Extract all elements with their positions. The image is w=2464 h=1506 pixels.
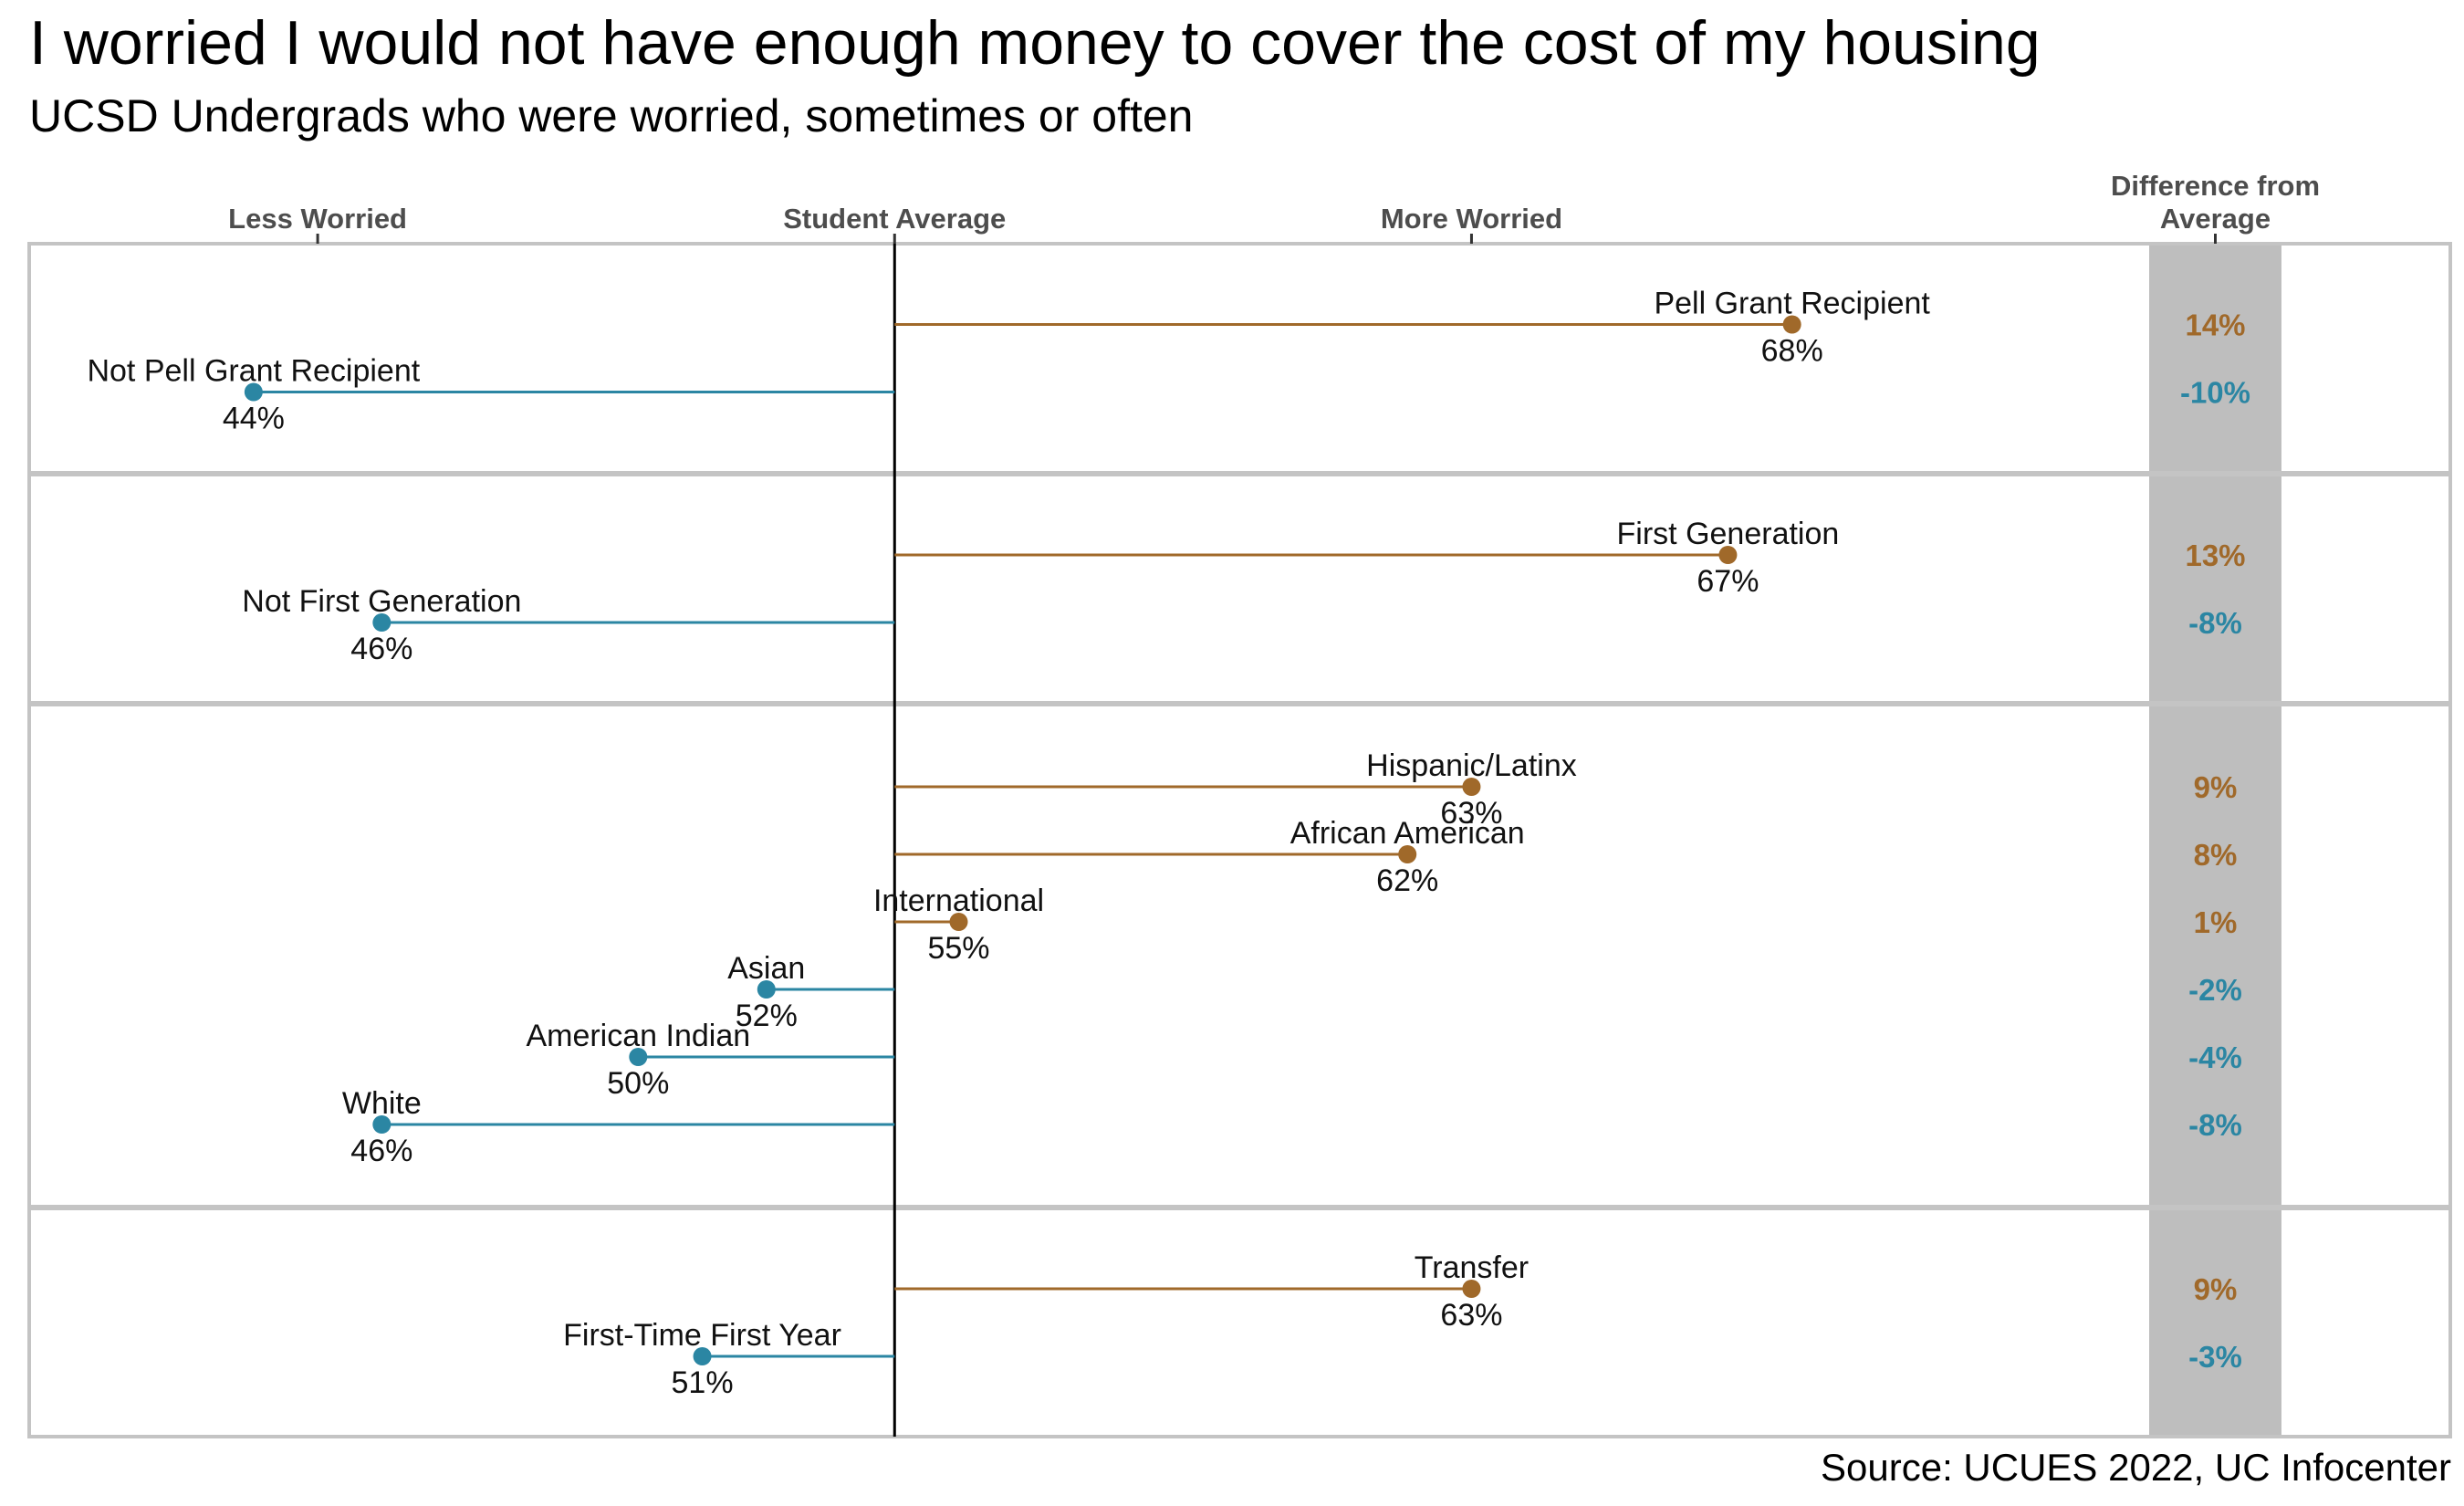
difference-label: -8% bbox=[2188, 1108, 2242, 1142]
lollipop-point bbox=[949, 913, 968, 931]
lollipop-point bbox=[1782, 315, 1801, 334]
lollipop-point bbox=[244, 382, 263, 402]
value-label: 62% bbox=[1376, 863, 1438, 898]
lollipop-point bbox=[1398, 845, 1417, 863]
value-label: 51% bbox=[672, 1365, 734, 1400]
value-label: 46% bbox=[350, 1134, 412, 1168]
panel-3-frame bbox=[27, 703, 2452, 1208]
category-label: American Indian bbox=[526, 1019, 750, 1053]
value-label: 44% bbox=[223, 402, 285, 436]
lollipop-point bbox=[693, 1347, 712, 1365]
value-label: 67% bbox=[1697, 564, 1759, 599]
lollipop-point bbox=[757, 980, 776, 999]
value-label: 63% bbox=[1440, 1298, 1502, 1333]
difference-label: -2% bbox=[2188, 973, 2242, 1007]
category-label: White bbox=[342, 1086, 422, 1121]
axis-tick-label: Student Average bbox=[783, 203, 1006, 235]
chart-title: I worried I would not have enough money … bbox=[29, 8, 2041, 78]
category-label: Hispanic/Latinx bbox=[1366, 748, 1577, 783]
lollipop-point bbox=[1718, 546, 1738, 564]
lollipop-point bbox=[1462, 778, 1481, 796]
category-label: Not Pell Grant Recipient bbox=[87, 354, 420, 389]
category-label: Not First Generation bbox=[242, 584, 521, 619]
lollipop-point bbox=[372, 1115, 392, 1134]
value-label: 55% bbox=[927, 931, 989, 966]
difference-label: 13% bbox=[2185, 539, 2245, 572]
category-label: International bbox=[873, 884, 1044, 918]
category-label: First Generation bbox=[1617, 517, 1840, 551]
category-label: Pell Grant Recipient bbox=[1654, 287, 1930, 321]
difference-label: 9% bbox=[2194, 1272, 2238, 1306]
difference-label: -8% bbox=[2188, 606, 2242, 640]
value-label: 52% bbox=[736, 999, 798, 1033]
value-label: 50% bbox=[607, 1066, 669, 1101]
difference-label: 14% bbox=[2185, 309, 2245, 342]
panel-4-frame bbox=[27, 1207, 2452, 1438]
difference-header-line1: Difference from bbox=[2111, 170, 2320, 202]
category-label: Transfer bbox=[1415, 1250, 1529, 1285]
lollipop-point bbox=[372, 613, 392, 632]
source-note: Source: UCUES 2022, UC Infocenter bbox=[1821, 1446, 2451, 1489]
lollipop-point bbox=[1462, 1280, 1481, 1298]
value-label: 46% bbox=[350, 632, 412, 666]
category-label: African American bbox=[1290, 816, 1525, 851]
difference-header-line2: Average bbox=[2160, 203, 2271, 235]
category-label: First-Time First Year bbox=[563, 1318, 841, 1353]
difference-label: -3% bbox=[2188, 1340, 2242, 1374]
value-label: 68% bbox=[1761, 334, 1823, 369]
difference-label: 1% bbox=[2194, 905, 2238, 939]
difference-label: -10% bbox=[2180, 376, 2250, 410]
difference-label: -4% bbox=[2188, 1041, 2242, 1074]
axis-tick-label: More Worried bbox=[1381, 203, 1562, 235]
difference-label: 9% bbox=[2194, 770, 2238, 804]
difference-band bbox=[2149, 244, 2281, 1437]
value-label: 63% bbox=[1440, 796, 1502, 831]
chart-subtitle: UCSD Undergrads who were worried, someti… bbox=[29, 90, 1194, 141]
lollipop-point bbox=[629, 1048, 648, 1066]
category-label: Asian bbox=[727, 951, 805, 986]
axis-tick-label: Less Worried bbox=[228, 203, 407, 235]
difference-label: 8% bbox=[2194, 838, 2238, 872]
